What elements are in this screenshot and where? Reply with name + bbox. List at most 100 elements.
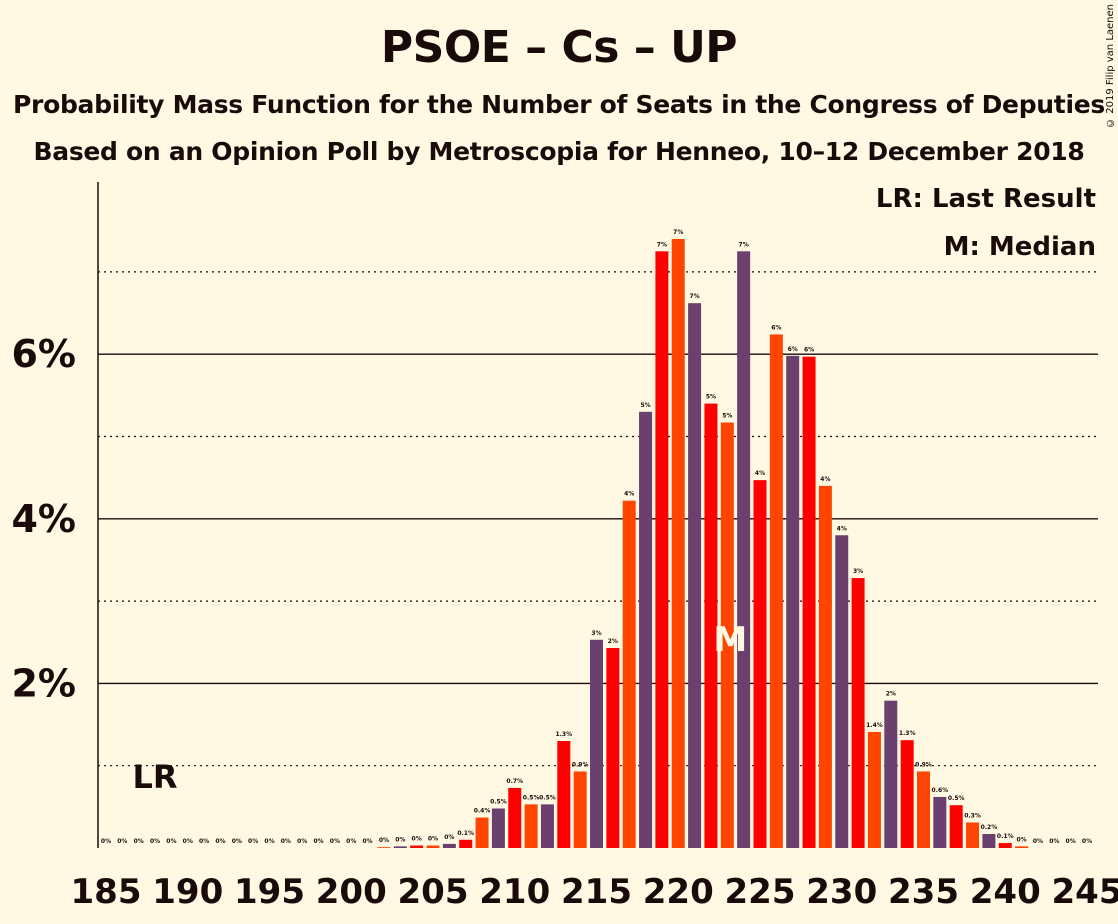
y-tick-label: 6% <box>11 332 76 376</box>
bar-seat-239 <box>982 834 996 848</box>
data-label-seat-243: 0% <box>1049 838 1059 845</box>
bar-seat-223 <box>720 422 734 848</box>
bar-seat-212 <box>540 804 554 848</box>
chart-title: PSOE – Cs – UP <box>380 22 738 73</box>
data-label-seat-207: 0.1% <box>457 830 474 837</box>
data-label-seat-228: 6% <box>804 347 814 354</box>
data-label-seat-240: 0.1% <box>997 833 1014 840</box>
bar-seat-208 <box>475 817 489 848</box>
bar-seat-219 <box>655 251 669 848</box>
data-label-seat-226: 6% <box>771 324 781 331</box>
data-label-seat-199: 0% <box>330 838 340 845</box>
data-label-seat-223: 5% <box>722 413 732 420</box>
x-tick-label: 240 <box>970 872 1041 912</box>
chart-subtitle: Probability Mass Function for the Number… <box>13 90 1105 119</box>
x-tick-label: 230 <box>806 872 877 912</box>
median-marker: M <box>713 620 747 660</box>
data-label-seat-239: 0.2% <box>981 824 998 831</box>
data-label-seat-187: 0% <box>134 838 144 845</box>
data-label-seat-186: 0% <box>117 838 127 845</box>
x-tick-label: 225 <box>725 872 796 912</box>
data-label-seat-201: 0% <box>363 838 373 845</box>
chart-source-note: Based on an Opinion Poll by Metroscopia … <box>33 137 1085 166</box>
legend-last-result: LR: Last Result <box>875 184 1096 214</box>
x-tick-label: 245 <box>1052 872 1118 912</box>
bar-seat-214 <box>573 771 587 848</box>
x-tick-label: 220 <box>643 872 714 912</box>
bar-seat-209 <box>491 808 505 848</box>
data-label-seat-200: 0% <box>346 838 356 845</box>
bar-seat-206 <box>442 843 456 848</box>
bar-seat-234 <box>900 740 914 848</box>
bar-seat-205 <box>426 845 440 848</box>
data-label-seat-208: 0.4% <box>474 808 491 815</box>
data-label-seat-214: 0.9% <box>572 761 589 768</box>
bar-seat-225 <box>753 480 767 848</box>
bar-seat-224 <box>737 251 751 848</box>
data-label-seat-196: 0% <box>281 838 291 845</box>
bar-seat-202 <box>377 847 391 848</box>
data-label-seat-224: 7% <box>739 241 749 248</box>
bar-seat-231 <box>851 578 865 848</box>
y-tick-label: 2% <box>11 661 76 705</box>
bar-seat-210 <box>508 787 522 848</box>
data-label-seat-205: 0% <box>428 836 438 843</box>
data-label-seat-198: 0% <box>313 838 323 845</box>
data-label-seat-218: 5% <box>640 402 650 409</box>
bar-seat-222 <box>704 403 718 848</box>
data-label-seat-238: 0.3% <box>964 812 981 819</box>
data-label-seat-233: 2% <box>886 691 896 698</box>
data-label-seat-217: 4% <box>624 491 634 498</box>
data-label-seat-244: 0% <box>1066 838 1076 845</box>
data-label-seat-209: 0.5% <box>490 798 507 805</box>
bar-seat-240 <box>998 843 1012 848</box>
data-label-seat-216: 2% <box>608 638 618 645</box>
data-label-seat-242: 0% <box>1033 838 1043 845</box>
data-label-seat-190: 0% <box>183 838 193 845</box>
bar-seat-211 <box>524 804 538 848</box>
data-label-seat-202: 0% <box>379 837 389 844</box>
bar-seat-203 <box>393 846 407 848</box>
x-tick-label: 190 <box>152 872 223 912</box>
bar-seat-238 <box>966 822 980 848</box>
data-label-seat-241: 0% <box>1017 836 1027 843</box>
bar-seat-216 <box>606 648 620 848</box>
bar-seat-241 <box>1015 846 1029 848</box>
data-label-seat-206: 0% <box>444 834 454 841</box>
bar-seat-218 <box>639 411 653 848</box>
x-tick-label: 210 <box>479 872 550 912</box>
bar-seat-226 <box>769 334 783 848</box>
data-label-seat-235: 0.9% <box>915 761 932 768</box>
x-tick-label: 235 <box>888 872 959 912</box>
x-tick-label: 200 <box>316 872 387 912</box>
data-label-seat-213: 1.3% <box>555 731 572 738</box>
data-label-seat-189: 0% <box>166 838 176 845</box>
x-tick-label: 205 <box>398 872 469 912</box>
data-label-seat-210: 0.7% <box>506 778 523 785</box>
legend-median: M: Median <box>943 232 1096 262</box>
data-label-seat-188: 0% <box>150 838 160 845</box>
data-label-seat-212: 0.5% <box>539 794 556 801</box>
bar-seat-221 <box>688 303 702 848</box>
data-label-seat-203: 0% <box>395 836 405 843</box>
x-tick-label: 195 <box>234 872 305 912</box>
data-label-seat-211: 0.5% <box>523 794 540 801</box>
bar-seat-228 <box>802 356 816 848</box>
data-label-seat-234: 1.3% <box>899 730 916 737</box>
data-label-seat-194: 0% <box>248 838 258 845</box>
data-label-seat-204: 0% <box>412 836 422 843</box>
bar-seat-230 <box>835 535 849 848</box>
data-label-seat-221: 7% <box>690 293 700 300</box>
data-label-seat-220: 7% <box>673 229 683 236</box>
bar-seat-235 <box>917 771 930 848</box>
x-tick-label: 185 <box>71 872 142 912</box>
bar-seat-213 <box>557 741 571 848</box>
data-label-seat-193: 0% <box>232 838 242 845</box>
data-label-seat-195: 0% <box>264 838 274 845</box>
data-label-seat-215: 3% <box>591 630 601 637</box>
data-label-seat-236: 0.6% <box>932 787 949 794</box>
bar-seat-217 <box>622 500 636 848</box>
data-label-seat-192: 0% <box>215 838 225 845</box>
data-label-seat-222: 5% <box>706 394 716 401</box>
